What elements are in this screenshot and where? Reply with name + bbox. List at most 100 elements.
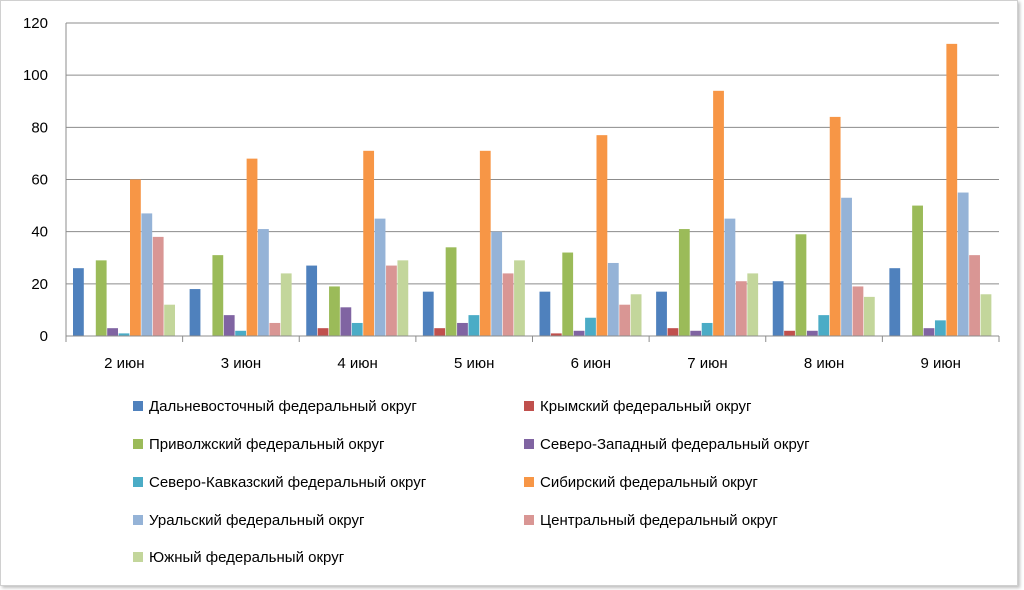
bar xyxy=(607,262,619,336)
bar xyxy=(118,333,130,336)
bar xyxy=(713,90,724,336)
bar xyxy=(795,234,807,336)
legend-label: Крымский федеральный округ xyxy=(540,398,752,415)
bar xyxy=(141,213,153,336)
bar xyxy=(562,252,574,336)
legend-swatch xyxy=(524,401,534,411)
bar xyxy=(829,116,841,337)
legend-swatch xyxy=(133,477,143,487)
bar xyxy=(550,333,562,336)
bar xyxy=(434,328,446,336)
bar xyxy=(818,315,830,336)
bar xyxy=(701,322,713,336)
x-tick-label: 2 июн xyxy=(104,355,144,372)
bar xyxy=(189,289,201,336)
x-tick-label: 3 июн xyxy=(221,355,261,372)
bar xyxy=(585,317,596,336)
bar xyxy=(539,291,551,336)
legend-label: Приволжский федеральный округ xyxy=(149,436,385,453)
bar xyxy=(280,273,292,336)
bar xyxy=(479,150,491,336)
legend-label: Северо-Кавказский федеральный округ xyxy=(149,474,427,491)
x-tick-label: 5 июн xyxy=(454,355,494,372)
bar xyxy=(269,322,281,336)
bar xyxy=(747,273,759,336)
legend-swatch xyxy=(524,515,534,525)
bar xyxy=(667,328,679,336)
legend: Дальневосточный федеральный округ Крымски… xyxy=(133,398,810,566)
bar xyxy=(912,205,923,336)
bar xyxy=(969,255,980,336)
legend-swatch xyxy=(133,515,143,525)
bar xyxy=(164,304,175,336)
legend-label: Центральный федеральный округ xyxy=(540,512,778,529)
bar xyxy=(690,330,702,336)
bar xyxy=(422,291,434,336)
legend-label: Южный федеральный округ xyxy=(149,549,345,566)
bar xyxy=(630,294,642,336)
bar xyxy=(841,197,852,336)
bar xyxy=(246,158,258,336)
y-tick-label: 60 xyxy=(31,172,48,189)
bar xyxy=(386,265,397,336)
bar xyxy=(130,179,141,336)
x-tick-label: 7 июн xyxy=(687,355,727,372)
legend-swatch xyxy=(133,401,143,411)
bar xyxy=(502,273,514,336)
y-tick-label: 80 xyxy=(31,119,48,136)
legend-swatch xyxy=(524,439,534,449)
bar xyxy=(957,192,969,336)
bar xyxy=(934,320,946,336)
bar xyxy=(980,294,992,336)
bar xyxy=(152,236,164,336)
bar xyxy=(468,315,480,336)
bars xyxy=(73,43,992,337)
legend-label: Сибирский федеральный округ xyxy=(540,474,758,491)
y-tick-label: 20 xyxy=(31,276,48,293)
bar xyxy=(656,291,667,336)
bar xyxy=(223,315,235,336)
x-tick-label: 6 июн xyxy=(571,355,611,372)
bar xyxy=(619,304,631,336)
y-tick-label: 120 xyxy=(23,15,48,32)
bar xyxy=(457,322,468,336)
bar xyxy=(235,330,247,336)
bar xyxy=(491,231,503,336)
bar xyxy=(317,328,329,336)
bar xyxy=(735,281,747,336)
bar xyxy=(363,150,375,336)
bar xyxy=(596,135,608,336)
bar xyxy=(784,330,795,336)
x-tick-label: 9 июн xyxy=(920,355,960,372)
bar xyxy=(306,265,318,336)
bar xyxy=(374,218,386,336)
y-tick-label: 0 xyxy=(40,328,48,345)
bar xyxy=(107,328,118,336)
x-tick-label: 8 июн xyxy=(804,355,844,372)
bar xyxy=(852,286,864,336)
bar xyxy=(923,328,935,336)
legend-swatch xyxy=(524,477,534,487)
bar xyxy=(772,281,784,336)
bar xyxy=(445,247,457,336)
bar xyxy=(258,229,269,336)
axes: 0 20 40 60 80 100 120 2 июн 3 июн 4 июн 5 июн 6 июн… xyxy=(23,15,1000,372)
legend-label: Северо-Западный федеральный округ xyxy=(540,436,810,453)
legend-label: Уральский федеральный округ xyxy=(149,512,365,529)
gridlines xyxy=(66,22,999,285)
legend-swatch xyxy=(133,439,143,449)
bar xyxy=(863,296,875,336)
bar xyxy=(946,43,958,336)
legend-label: Дальневосточный федеральный округ xyxy=(149,398,417,415)
bar xyxy=(397,260,409,336)
legend-swatch xyxy=(133,552,143,562)
y-tick-label: 40 xyxy=(31,224,48,241)
bar xyxy=(573,330,585,336)
bar xyxy=(724,218,736,336)
bar xyxy=(514,260,525,336)
bar xyxy=(889,268,901,336)
bar xyxy=(95,260,107,336)
bar xyxy=(212,255,224,336)
